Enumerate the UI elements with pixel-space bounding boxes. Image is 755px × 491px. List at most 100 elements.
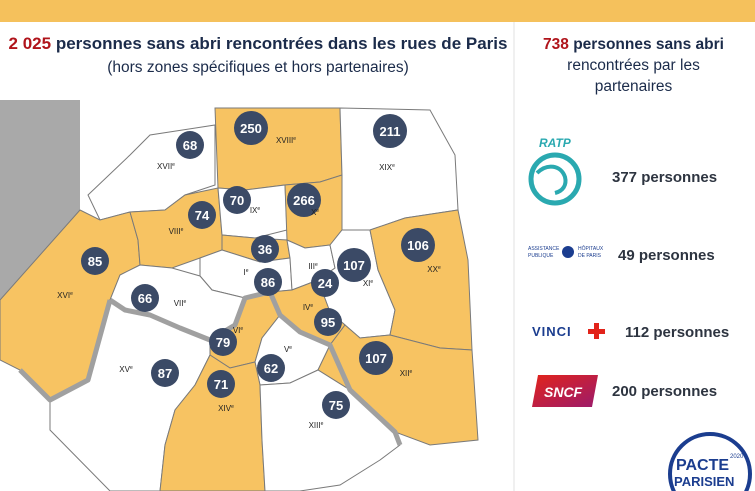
partner-label-aphp: 49 personnes — [618, 246, 715, 264]
aphp-text-4: DE PARIS — [578, 253, 602, 259]
arr-label-X: Xe — [311, 208, 319, 217]
arr-count-XIII: 75 — [329, 398, 343, 413]
arr-count-II: 36 — [258, 242, 272, 257]
arr-label-sup-VII: e — [184, 299, 187, 305]
arr-label-sup-IV: e — [310, 303, 313, 309]
arr-count-V: 62 — [264, 361, 278, 376]
arr-badge-circle-XI — [337, 248, 371, 282]
arr-label-XV: XVe — [119, 365, 133, 374]
arr-count-VIII: 74 — [195, 208, 210, 223]
arr-badge-circle-III — [311, 269, 339, 297]
arr-badge-circle-XIII — [322, 391, 350, 419]
aphp-logo: ASSISTANCE PUBLIQUE HÔPITAUX DE PARIS — [528, 245, 604, 259]
partner-row-sncf: 200 personnes — [612, 366, 717, 416]
arr-badge-XIV: 71 XIVe — [207, 370, 235, 413]
partner-row-aphp: 49 personnes — [618, 230, 715, 280]
vinci-cross-horizontal — [588, 329, 605, 334]
arr-badge-circle-I — [254, 268, 282, 296]
partner-row-vinci: 112 personnes — [625, 307, 729, 357]
arr-label-sup-XVI: e — [70, 291, 73, 297]
partners-title-line1: 738 personnes sans abri — [516, 34, 751, 55]
arr-badge-XII: 107 XIIe — [359, 341, 413, 378]
arr-badge-circle-XVIII — [234, 111, 268, 145]
arr-badge-IX: 70 IXe — [223, 186, 260, 215]
arr-count-X: 266 — [293, 193, 315, 208]
street-count: 2 025 — [8, 34, 52, 53]
aphp-text-3: HÔPITAUX — [578, 245, 604, 252]
arr-label-XX: XXe — [427, 265, 441, 274]
arr-label-VIII: VIIIe — [169, 227, 184, 236]
arr-badge-circle-VIII — [188, 201, 216, 229]
pacte-parisien-logo: PACTE 2020 PARISIEN — [668, 432, 752, 491]
sncf-logo: SNCF — [532, 375, 598, 407]
arr-label-I: Ie — [243, 268, 248, 277]
arr-badge-circle-VI — [209, 328, 237, 356]
arr-label-sup-VIII: e — [181, 227, 184, 233]
arr-label-XIV: XIVe — [218, 404, 234, 413]
partner-row-ratp: 377 personnes — [612, 152, 717, 202]
arr-badge-II: 36 — [251, 235, 279, 263]
arr-count-XVII: 68 — [183, 138, 197, 153]
arr-label-IV: IVe — [303, 303, 314, 312]
arr-label-sup-XIX: e — [392, 163, 395, 169]
arr-label-VI: VIe — [233, 326, 244, 335]
aphp-text-1: ASSISTANCE — [528, 246, 560, 252]
partners-title-line2: rencontrées par les — [567, 57, 700, 74]
arr-label-sup-X: e — [316, 208, 319, 214]
sncf-logo-text: SNCF — [544, 384, 583, 400]
arr-label-sup-IX: e — [257, 206, 260, 212]
arr-count-IX: 70 — [230, 193, 244, 208]
arr-label-sup-XX: e — [438, 265, 441, 271]
arr-badge-XIX: 211 XIXe — [373, 114, 407, 172]
arr-badge-circle-XV — [151, 359, 179, 387]
arr-badge-circle-XVII — [176, 131, 204, 159]
arr-label-XVI: XVIe — [57, 291, 73, 300]
arr-label-XVII: XVIIe — [157, 162, 175, 171]
panel-divider — [513, 22, 515, 491]
arr-badge-VII: 66 VIIe — [131, 284, 187, 312]
arr-badge-circle-V — [257, 354, 285, 382]
arr-badge-circle-XIX — [373, 114, 407, 148]
arr-badge-circle-X — [287, 183, 321, 217]
partner-label-vinci: 112 personnes — [625, 323, 730, 341]
vinci-logo-text: VINCI — [532, 324, 572, 339]
pacte-line2: PARISIEN — [674, 474, 734, 489]
arr-badge-XI: 107 XIe — [337, 248, 373, 288]
arr-badge-circle-XII — [359, 341, 393, 375]
arr-count-XIX: 211 — [380, 124, 401, 139]
arr-label-sup-XVII: e — [172, 162, 175, 168]
arr-badge-XV: 87 XVe — [119, 359, 179, 387]
aphp-emblem-icon — [562, 246, 574, 258]
arr-badge-XVI: 85 XVIe — [57, 247, 109, 300]
sncf-badge-shape — [532, 375, 598, 407]
arr-label-sup-XI: e — [370, 279, 373, 285]
arr-label-sup-III: e — [315, 262, 318, 268]
map-gray-area-shape — [0, 100, 80, 300]
arr-label-XI: XIe — [363, 279, 374, 288]
arr-count-III: 24 — [318, 276, 333, 291]
partners-title-line3: partenaires — [594, 78, 673, 95]
arr-count-XIV: 71 — [214, 377, 228, 392]
pacte-line1: PACTE — [676, 457, 729, 474]
arr-badge-circle-VII — [131, 284, 159, 312]
arr-label-XIX: XIXe — [379, 163, 395, 172]
headline-text: personnes sans abri rencontrées dans les… — [55, 34, 508, 53]
arr-count-VII: 66 — [138, 291, 152, 306]
arr-label-IX: IXe — [250, 206, 261, 215]
arr-XIII-shape — [259, 369, 401, 491]
ratp-river-icon — [535, 164, 568, 195]
top-banner — [0, 0, 755, 22]
arr-count-XX: 106 — [407, 238, 429, 253]
partner-label-sncf: 200 personnes — [612, 382, 718, 400]
arr-label-sup-XVIII: e — [293, 136, 296, 142]
arr-label-sup-V: e — [289, 345, 292, 351]
arr-badge-circle-IX — [223, 186, 251, 214]
headline-subtitle: (hors zones spécifiques et hors partenai… — [107, 59, 409, 76]
ratp-logo: RATP — [528, 136, 582, 206]
arr-label-sup-XII: e — [410, 369, 413, 375]
arr-count-XI: 107 — [343, 258, 365, 273]
arr-label-XII: XIIe — [400, 369, 413, 378]
